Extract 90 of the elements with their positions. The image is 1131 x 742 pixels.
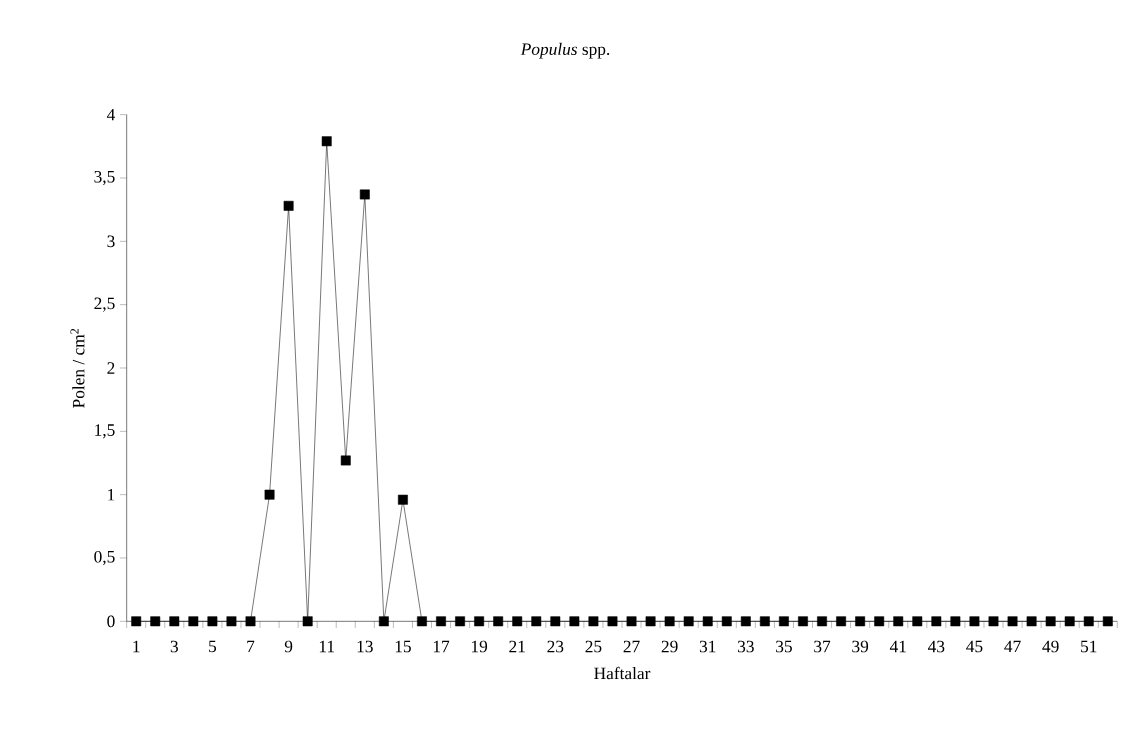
y-tick-label: 1,5 — [95, 424, 115, 439]
point — [493, 616, 504, 627]
x-tick-label: 7 — [247, 640, 255, 653]
point — [188, 616, 199, 627]
point — [683, 616, 694, 627]
y-tick-label: 0 — [107, 615, 115, 628]
point — [264, 489, 275, 500]
point — [436, 616, 446, 627]
point — [626, 616, 637, 627]
point — [397, 494, 408, 505]
point — [378, 616, 389, 627]
point — [150, 616, 161, 627]
y-tick-label: 4 — [106, 108, 116, 121]
x-tick-label: 5 — [209, 640, 217, 653]
point — [607, 616, 618, 627]
x-tick-label: 45 — [966, 640, 983, 653]
x-tick-label: 49 — [1042, 640, 1059, 653]
point — [226, 616, 237, 627]
x-tick-label: 13 — [357, 640, 373, 653]
x-tick-label: 35 — [776, 640, 792, 653]
point — [817, 616, 827, 627]
point — [302, 616, 313, 627]
x-tick-label: 23 — [547, 640, 564, 653]
x-tick-label: 19 — [471, 640, 488, 653]
point — [569, 616, 580, 627]
point — [874, 616, 885, 627]
point — [912, 616, 923, 627]
point — [988, 616, 999, 627]
point — [1045, 616, 1056, 627]
point — [1007, 616, 1018, 627]
point — [417, 616, 427, 627]
point — [950, 616, 961, 627]
point — [702, 616, 713, 627]
point — [169, 616, 180, 627]
point — [283, 200, 294, 211]
x-tick-label: 11 — [319, 640, 335, 653]
point — [969, 616, 980, 627]
point — [1102, 616, 1113, 627]
x-tick-label: 41 — [889, 640, 906, 653]
point — [207, 616, 218, 627]
point — [455, 616, 465, 627]
x-tick-label: 29 — [661, 640, 678, 653]
x-tick-label: 47 — [1004, 640, 1021, 653]
y-tick-label: 3 — [107, 235, 115, 248]
y-tick-label: 2 — [107, 362, 115, 374]
point — [779, 616, 789, 627]
x-tick-label: 31 — [699, 640, 716, 653]
point — [759, 616, 770, 627]
point — [531, 616, 542, 627]
point — [893, 616, 904, 627]
x-tick-label: 15 — [395, 640, 411, 653]
y-axis-title: Polen / cm$^{2}$ — [70, 328, 85, 408]
x-tick-label: 3 — [170, 640, 178, 653]
point — [855, 616, 866, 627]
point — [474, 616, 485, 627]
point — [1083, 616, 1094, 627]
point — [721, 616, 732, 627]
point — [340, 455, 351, 466]
point — [645, 616, 656, 627]
chart-title: Populus spp. — [520, 42, 610, 59]
point — [512, 616, 523, 627]
x-tick-label: 1 — [133, 640, 140, 653]
point — [836, 616, 847, 627]
y-tick-label: 1 — [108, 488, 115, 501]
point — [664, 616, 675, 627]
x-tick-label: 21 — [509, 640, 525, 653]
point — [1026, 616, 1037, 627]
x-tick-label: 17 — [433, 640, 450, 653]
x-tick-label: 27 — [623, 640, 640, 653]
point — [321, 136, 332, 147]
point — [131, 616, 142, 627]
x-axis-title: Haftalar — [594, 666, 651, 680]
y-tick-label: 0,5 — [94, 550, 115, 566]
point — [550, 616, 561, 627]
point — [798, 616, 808, 627]
x-tick-label: 39 — [852, 640, 869, 653]
x-tick-label: 37 — [814, 640, 831, 653]
y-tick-label: 2,5 — [94, 297, 115, 312]
x-tick-label: 9 — [284, 640, 293, 653]
point — [588, 616, 599, 627]
point — [1064, 616, 1075, 627]
point — [359, 189, 370, 200]
x-tick-label: 25 — [585, 640, 602, 653]
point — [245, 616, 256, 627]
x-tick-label: 43 — [928, 640, 945, 653]
point — [931, 616, 942, 627]
point — [740, 616, 751, 627]
y-tick-label: 3,5 — [94, 170, 115, 186]
x-tick-label: 33 — [738, 640, 754, 653]
x-tick-label: 51 — [1081, 640, 1097, 653]
